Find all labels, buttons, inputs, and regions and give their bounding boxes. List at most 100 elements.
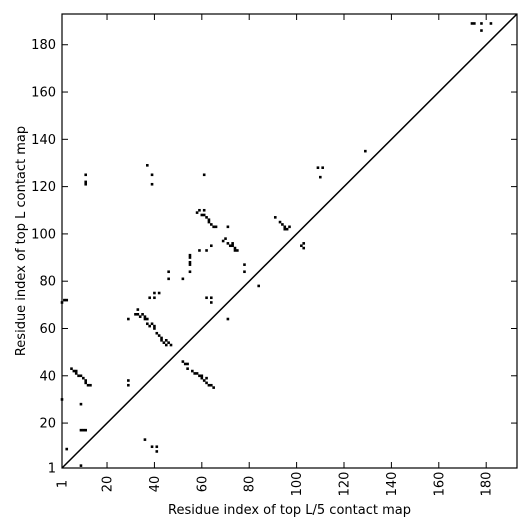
contact-point: [146, 317, 149, 321]
contact-point: [65, 447, 69, 451]
y-tick-label: 80: [39, 275, 56, 290]
contact-point: [74, 369, 78, 373]
contact-point: [150, 322, 154, 326]
contact-point: [200, 376, 204, 380]
contact-point: [273, 216, 277, 219]
plot-area: [60, 22, 493, 467]
y-tick-label: 60: [39, 322, 56, 337]
contact-point: [210, 301, 213, 304]
y-tick-label: 120: [31, 180, 56, 195]
x-tick-label: 140: [385, 472, 400, 497]
plot-frame: [61, 13, 518, 469]
contact-point: [146, 322, 149, 326]
contact-point: [202, 213, 206, 217]
contact-point: [164, 339, 168, 342]
contact-point: [186, 362, 189, 366]
contact-point: [480, 22, 483, 25]
contact-point: [210, 244, 213, 248]
contact-point: [207, 218, 211, 222]
contact-point: [160, 336, 163, 340]
contact-point: [79, 402, 83, 406]
x-tick-label: 120: [338, 472, 353, 497]
contact-point: [205, 381, 208, 385]
contact-point: [77, 374, 80, 378]
contact-point: [153, 291, 156, 295]
diagonal-line: [61, 13, 518, 469]
contact-point: [136, 308, 140, 311]
x-tick-label: 60: [195, 476, 210, 493]
contact-point: [188, 260, 192, 264]
contact-point: [146, 164, 149, 167]
contact-point: [231, 244, 234, 248]
contact-point: [198, 208, 201, 212]
contact-point: [285, 227, 289, 231]
contact-point: [214, 225, 218, 229]
contact-point: [231, 242, 234, 245]
contact-point: [160, 339, 163, 342]
contact-point: [150, 445, 154, 449]
contact-point: [167, 341, 170, 344]
contact-point: [84, 180, 87, 184]
contact-point: [321, 166, 324, 169]
contact-point: [183, 362, 187, 366]
contact-point: [226, 317, 230, 321]
contact-point: [188, 256, 192, 259]
contact-point: [302, 242, 306, 245]
contact-point: [188, 263, 192, 266]
contact-point: [200, 213, 204, 217]
contact-point: [210, 223, 213, 226]
contact-point: [188, 270, 192, 274]
contact-point: [150, 182, 154, 186]
contact-point: [202, 173, 206, 177]
contact-point: [181, 277, 185, 281]
contact-point: [202, 208, 206, 212]
contact-point: [155, 331, 159, 335]
y-tick-label: 100: [31, 227, 56, 242]
contact-point: [226, 225, 230, 229]
y-tick-label: 180: [31, 38, 56, 53]
contact-point: [489, 22, 493, 25]
contact-point: [150, 173, 154, 177]
contact-point: [207, 383, 211, 387]
contact-point: [63, 298, 66, 302]
contact-point: [84, 379, 87, 382]
contact-point: [278, 220, 282, 224]
contact-point: [157, 334, 161, 337]
contact-point: [167, 270, 170, 274]
contact-point: [233, 246, 237, 250]
contact-point: [205, 249, 208, 252]
contact-point: [143, 315, 147, 318]
contact-point: [281, 223, 284, 226]
contact-point: [195, 372, 199, 375]
contact-point: [205, 216, 208, 219]
contact-point: [205, 296, 208, 300]
contact-point: [167, 277, 170, 281]
contact-point: [153, 324, 156, 328]
contact-point: [141, 313, 144, 316]
contact-point: [283, 227, 287, 231]
contact-point: [200, 374, 204, 378]
contact-point: [243, 263, 246, 266]
contact-point: [79, 374, 83, 378]
contact-point: [316, 166, 320, 169]
y-tick-label: 140: [31, 133, 56, 148]
contact-point: [127, 317, 130, 321]
contact-point: [243, 270, 246, 274]
contact-point: [82, 376, 85, 380]
contact-point: [207, 220, 211, 224]
contact-point: [480, 29, 483, 32]
contact-point: [188, 253, 192, 257]
contact-point: [212, 225, 215, 229]
y-tick-label: 1: [48, 462, 56, 477]
contact-point: [86, 383, 90, 387]
contact-point: [205, 376, 208, 380]
contact-point: [470, 22, 474, 25]
contact-point: [153, 327, 156, 330]
contact-point: [283, 225, 287, 229]
contact-point: [82, 428, 85, 432]
contact-point: [127, 379, 130, 382]
contact-point: [473, 22, 476, 25]
contact-point: [138, 315, 142, 318]
x-tick-label: 100: [290, 472, 305, 497]
